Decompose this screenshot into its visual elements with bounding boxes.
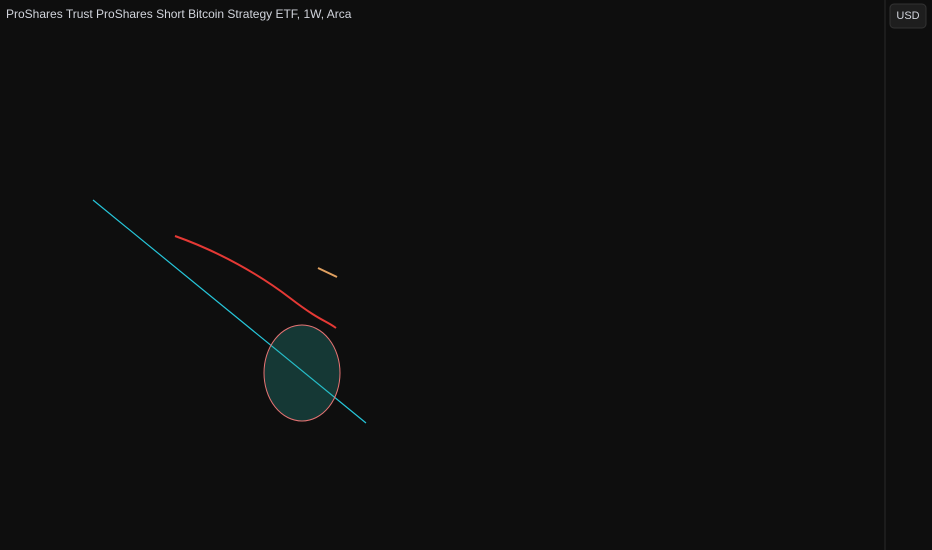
currency-button[interactable] (889, 3, 927, 29)
highlight-ellipse (263, 324, 341, 422)
currency-label[interactable]: USD (896, 10, 919, 22)
trend-line (92, 199, 367, 424)
drawn-segment (317, 267, 338, 278)
drawn-curve (174, 235, 337, 329)
chart-title: ProShares Trust ProShares Short Bitcoin … (6, 7, 352, 21)
